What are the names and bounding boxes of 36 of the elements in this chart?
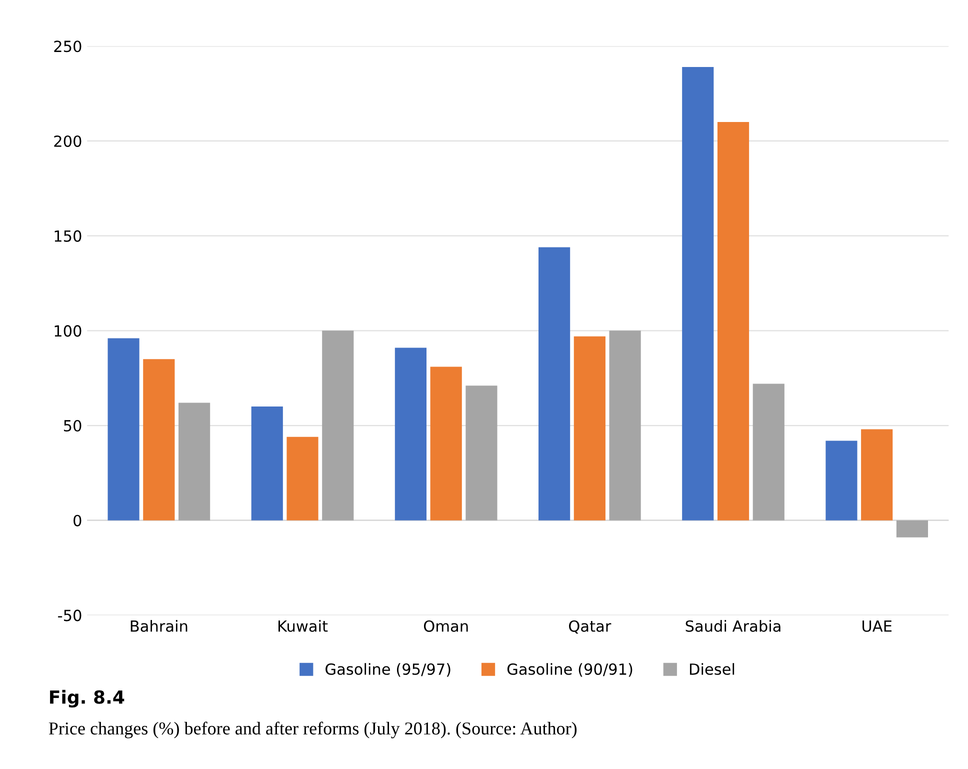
bar: [251, 406, 283, 520]
y-tick-label: 50: [64, 420, 82, 432]
y-tick-label: 200: [54, 135, 82, 148]
bar: [108, 338, 140, 520]
text: Price changes (%) before and after reforms (July 2018). (Source: Author): [48, 722, 577, 738]
bar: [896, 520, 928, 538]
x-tick-label: Oman: [424, 620, 468, 632]
bar: [861, 429, 893, 520]
y-tick-label: -50: [58, 610, 82, 622]
x-tick-label: Qatar: [569, 620, 612, 634]
y-tick-label: 250: [54, 40, 82, 52]
bar: [574, 336, 606, 520]
bar: [286, 436, 318, 520]
legend-label: Gasoline (95/97): [326, 663, 450, 677]
x-tick-label: Saudi Arabia: [686, 620, 780, 632]
bar: [826, 440, 858, 520]
caption: Fig. 8.4: [50, 690, 124, 708]
x-tick-label: Bahrain: [130, 620, 188, 632]
bar: [322, 330, 354, 520]
x-tick-label: Kuwait: [278, 620, 328, 632]
bar: [682, 67, 714, 520]
bar: [717, 122, 750, 520]
bar: [143, 359, 175, 520]
legend-label: Diesel: [690, 663, 734, 675]
bar: [178, 402, 210, 520]
y-tick-label: 100: [54, 325, 82, 337]
bar: [609, 330, 641, 520]
bar: [538, 247, 570, 520]
bar: [430, 366, 462, 520]
x-tick-label: UAE: [862, 620, 892, 632]
bar: [394, 348, 426, 520]
bar: [466, 386, 498, 520]
y-tick-label: 150: [54, 230, 82, 242]
y-tick-label: 0: [74, 514, 82, 526]
bar: [752, 384, 784, 520]
legend-label: Gasoline (90/91): [507, 663, 632, 677]
